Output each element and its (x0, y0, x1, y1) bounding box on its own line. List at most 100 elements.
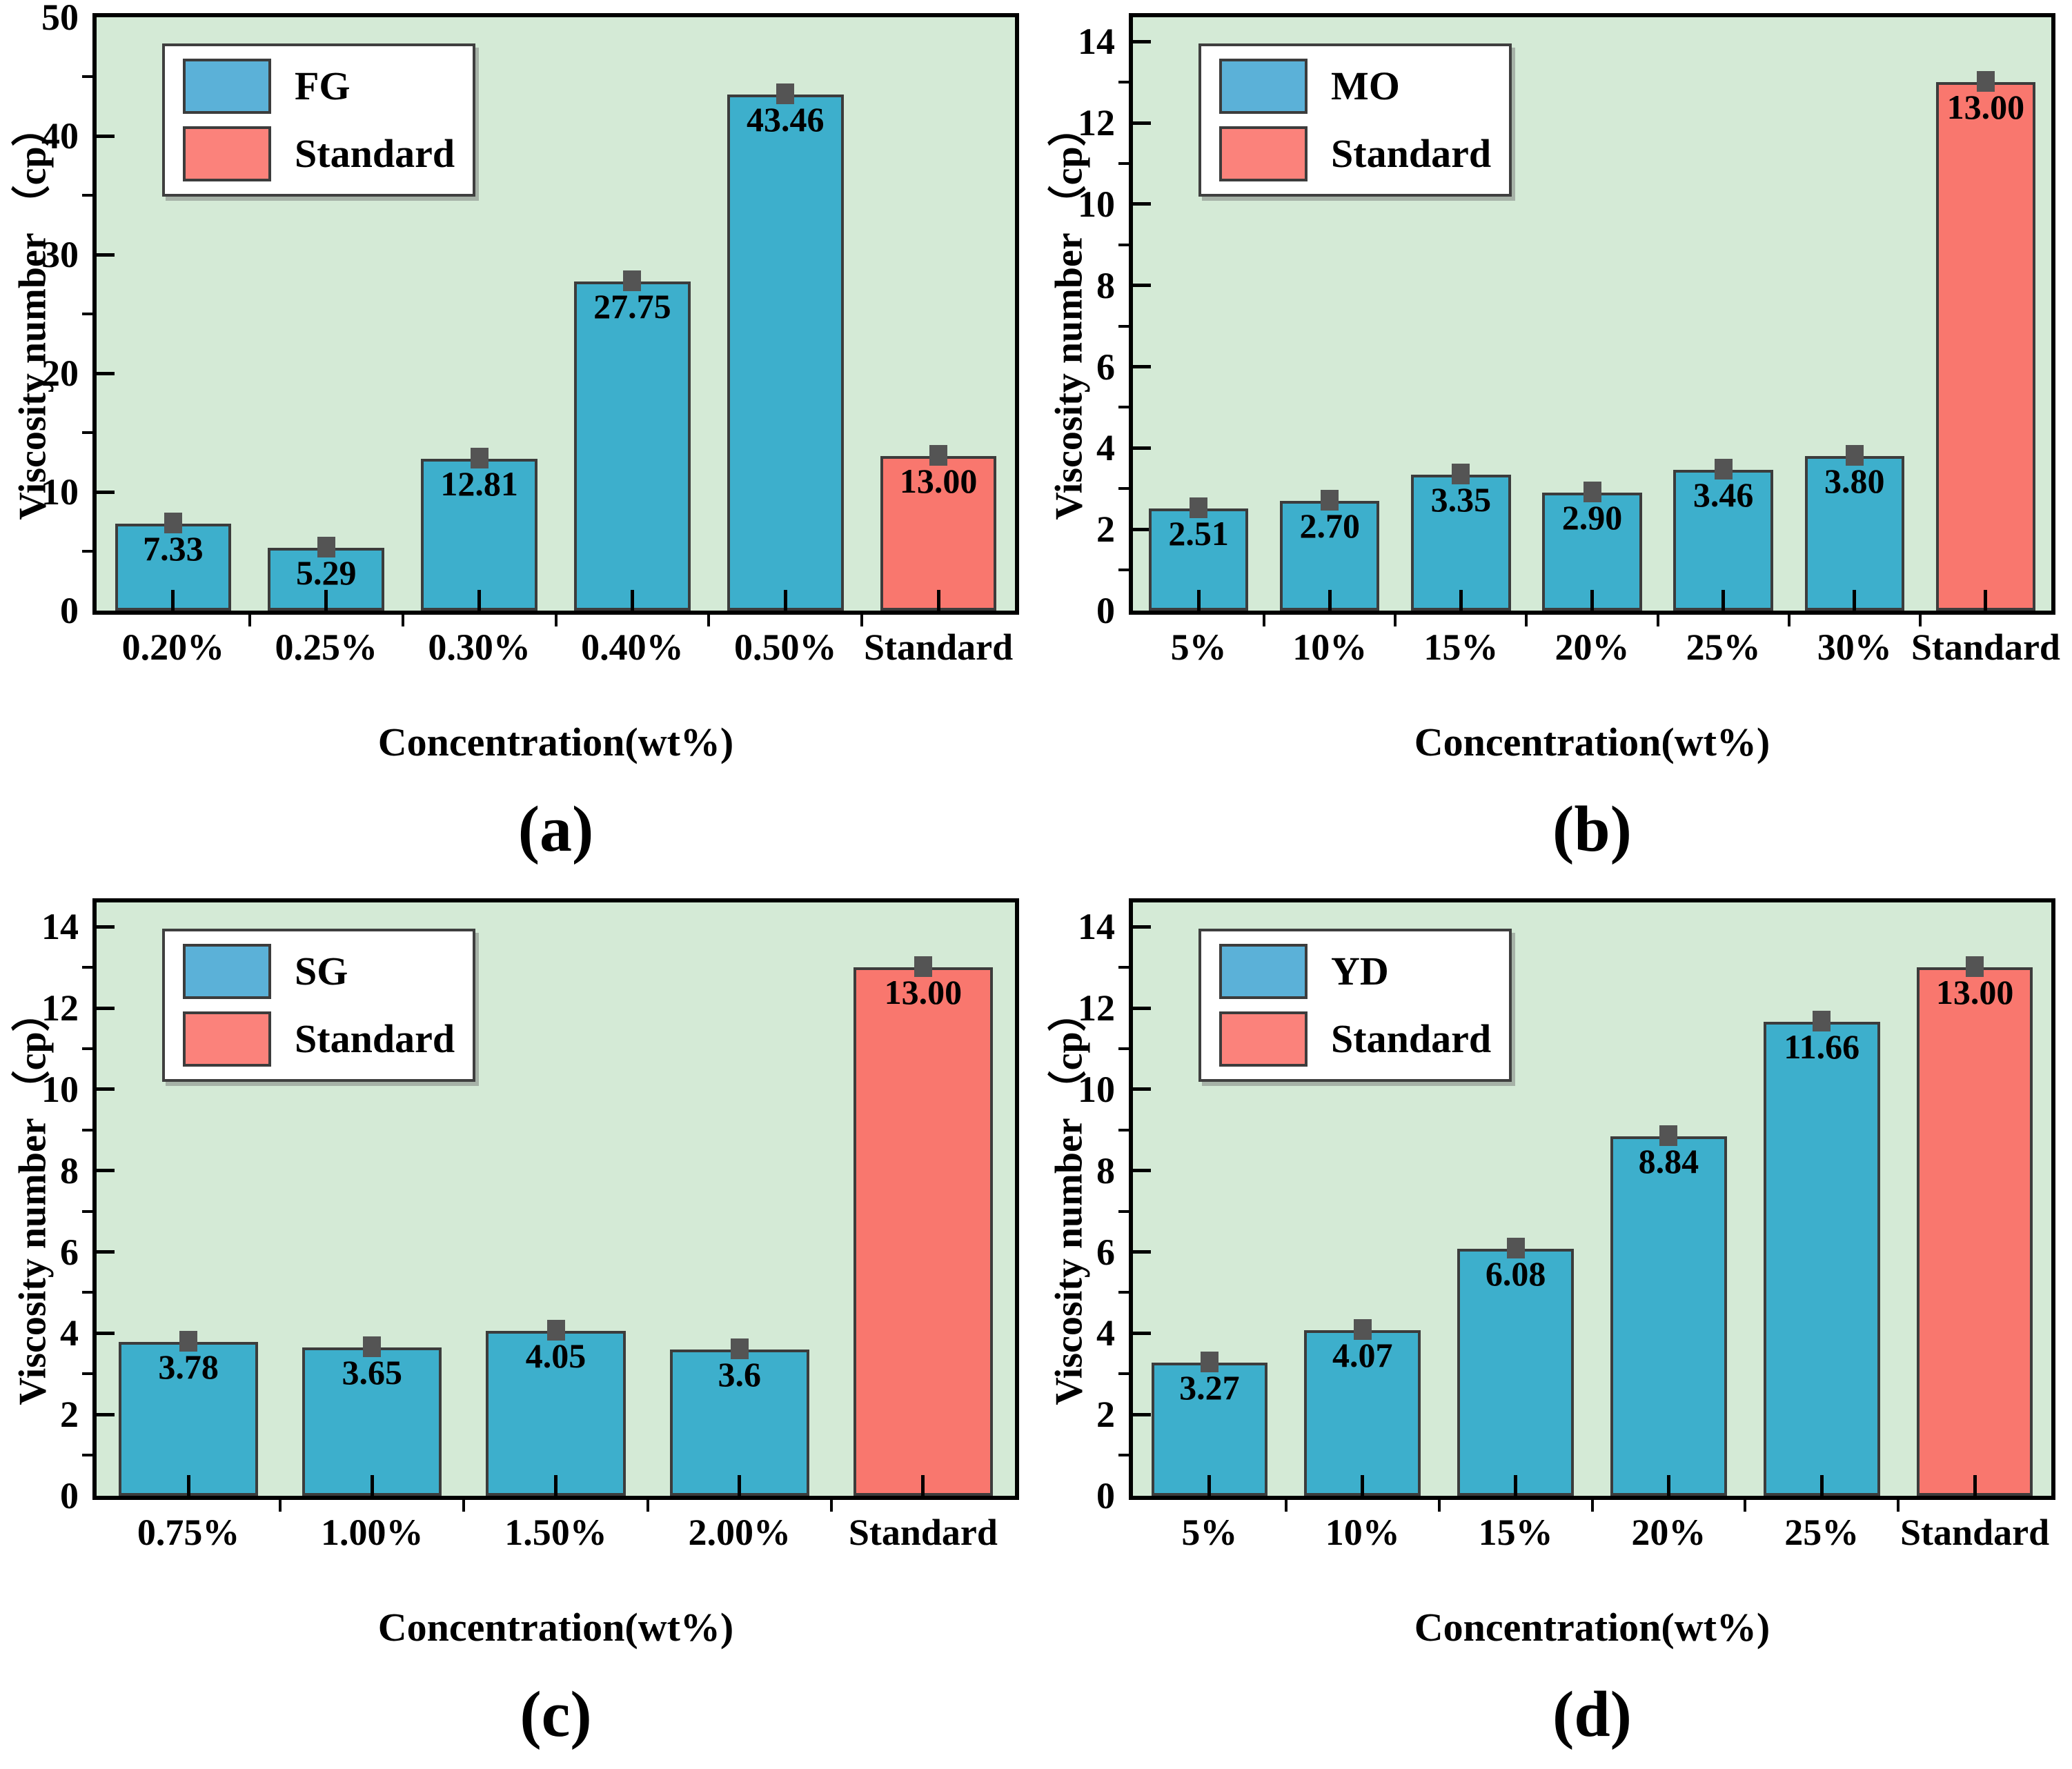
y-tick-label: 0 (1096, 590, 1115, 631)
error-bar-cap (1583, 482, 1601, 503)
y-axis-title: Viscosity number （cp） (1047, 108, 1091, 520)
x-major-tick (1361, 1475, 1365, 1496)
y-major-tick (97, 371, 115, 375)
error-bar-cap (546, 1320, 565, 1341)
y-major-tick (1133, 527, 1151, 531)
legend-swatch-standard (183, 1011, 271, 1067)
y-minor-tick (1118, 1128, 1129, 1131)
x-minor-tick (1437, 1500, 1441, 1512)
x-minor-tick (1525, 615, 1528, 626)
bar-series (1411, 474, 1511, 611)
y-axis-title: Viscosity number （cp） (11, 108, 55, 520)
legend-box: SG Standard (162, 929, 476, 1082)
panel-c: 0 2 4 6 8 10 12 14 3.78 3.65 4.05 3.6 13.00 0.75% 1.00… (0, 885, 1036, 1769)
legend-box: MO Standard (1198, 43, 1512, 197)
error-bar-cap (776, 83, 795, 105)
legend-swatch-series (1219, 59, 1308, 114)
x-minor-tick (1263, 615, 1266, 626)
y-major-tick (1133, 1087, 1151, 1091)
y-minor-tick (1118, 1291, 1129, 1294)
y-major-tick (97, 490, 115, 494)
bar-series (574, 281, 691, 611)
y-minor-tick (82, 431, 92, 434)
y-minor-tick (1118, 569, 1129, 572)
error-bar-cap (1813, 1011, 1831, 1032)
bar-standard (853, 967, 994, 1496)
legend-row: Standard (183, 126, 455, 181)
error-bar-cap (1659, 1125, 1678, 1147)
bar-series (1673, 470, 1773, 611)
x-major-tick (1666, 1475, 1670, 1496)
x-major-tick (1984, 590, 1988, 611)
x-tick-label: 0.25% (275, 626, 377, 668)
panel-d: 0 2 4 6 8 10 12 14 3.27 4.07 6.08 8.84 11.66 13.00 5% 1… (1036, 885, 2072, 1769)
y-tick-label: 10 (1078, 1068, 1115, 1110)
bar-value-label: 4.05 (525, 1336, 586, 1376)
legend-label: Standard (1331, 1016, 1492, 1061)
y-major-tick (97, 1412, 115, 1416)
x-major-tick (1196, 590, 1201, 611)
legend-swatch-standard (1219, 126, 1308, 181)
panel-b: 0 2 4 6 8 10 12 14 2.51 2.70 3.35 2.90 3.46 3.80 13.00… (1036, 0, 2072, 884)
bar-value-label: 3.65 (342, 1353, 403, 1392)
bar-series (1610, 1136, 1727, 1496)
bar-value-label: 2.70 (1299, 506, 1360, 545)
bar-value-label: 12.81 (440, 464, 518, 503)
y-minor-tick (82, 1128, 92, 1131)
legend-box: YD Standard (1198, 929, 1512, 1082)
error-bar-cap (1353, 1319, 1372, 1341)
x-minor-tick (462, 1500, 466, 1512)
y-minor-tick (82, 1372, 92, 1376)
y-tick-label: 0 (60, 1475, 79, 1516)
legend-row: YD (1219, 944, 1491, 999)
error-bar-cap (1966, 956, 1984, 978)
legend-row: Standard (183, 1011, 455, 1067)
y-major-tick (97, 925, 115, 929)
y-tick-label: 8 (1096, 1149, 1115, 1192)
bar-series (1804, 456, 1905, 611)
x-tick-label: 20% (1631, 1512, 1706, 1553)
y-minor-tick (82, 194, 92, 197)
legend-label: Standard (1331, 131, 1492, 176)
error-bar-cap (1200, 1352, 1218, 1373)
y-major-tick (1133, 1331, 1151, 1335)
bar-value-label: 13.00 (884, 973, 963, 1012)
bar-value-label: 6.08 (1485, 1254, 1546, 1293)
x-tick-label: 5% (1181, 1512, 1238, 1553)
y-tick-label: 30 (41, 234, 79, 275)
x-tick-label: 10% (1325, 1512, 1400, 1553)
bar-series (669, 1349, 809, 1496)
x-minor-tick (554, 615, 558, 626)
y-minor-tick (1118, 162, 1129, 166)
y-major-tick (1133, 39, 1151, 43)
x-major-tick (936, 590, 940, 611)
y-tick-label: 6 (60, 1231, 79, 1273)
bar-standard (1935, 82, 2036, 611)
y-minor-tick (82, 1454, 92, 1457)
x-major-tick (1721, 590, 1726, 611)
y-tick-label: 10 (1078, 183, 1115, 225)
error-bar-cap (730, 1338, 749, 1359)
y-major-tick (1133, 1169, 1151, 1173)
bar-series (1763, 1022, 1880, 1496)
y-minor-tick (82, 1209, 92, 1213)
y-minor-tick (1118, 966, 1129, 969)
x-minor-tick (248, 615, 251, 626)
legend-row: Standard (1219, 1011, 1491, 1067)
x-major-tick (1514, 1475, 1518, 1496)
y-tick-label: 0 (1096, 1475, 1115, 1516)
x-minor-tick (1897, 1500, 1900, 1512)
error-bar-cap (914, 956, 932, 978)
x-major-tick (1328, 590, 1332, 611)
y-major-tick (97, 1169, 115, 1173)
y-tick-label: 10 (41, 1068, 79, 1110)
legend-label: FG (295, 63, 351, 108)
x-major-tick (921, 1475, 925, 1496)
y-major-tick (1133, 121, 1151, 125)
legend-label: SG (295, 949, 348, 994)
x-major-tick (783, 590, 787, 611)
x-tick-label: 1.50% (504, 1512, 607, 1553)
x-tick-label: Standard (1911, 626, 2060, 668)
x-minor-tick (1590, 1500, 1594, 1512)
y-tick-label: 12 (41, 987, 79, 1029)
